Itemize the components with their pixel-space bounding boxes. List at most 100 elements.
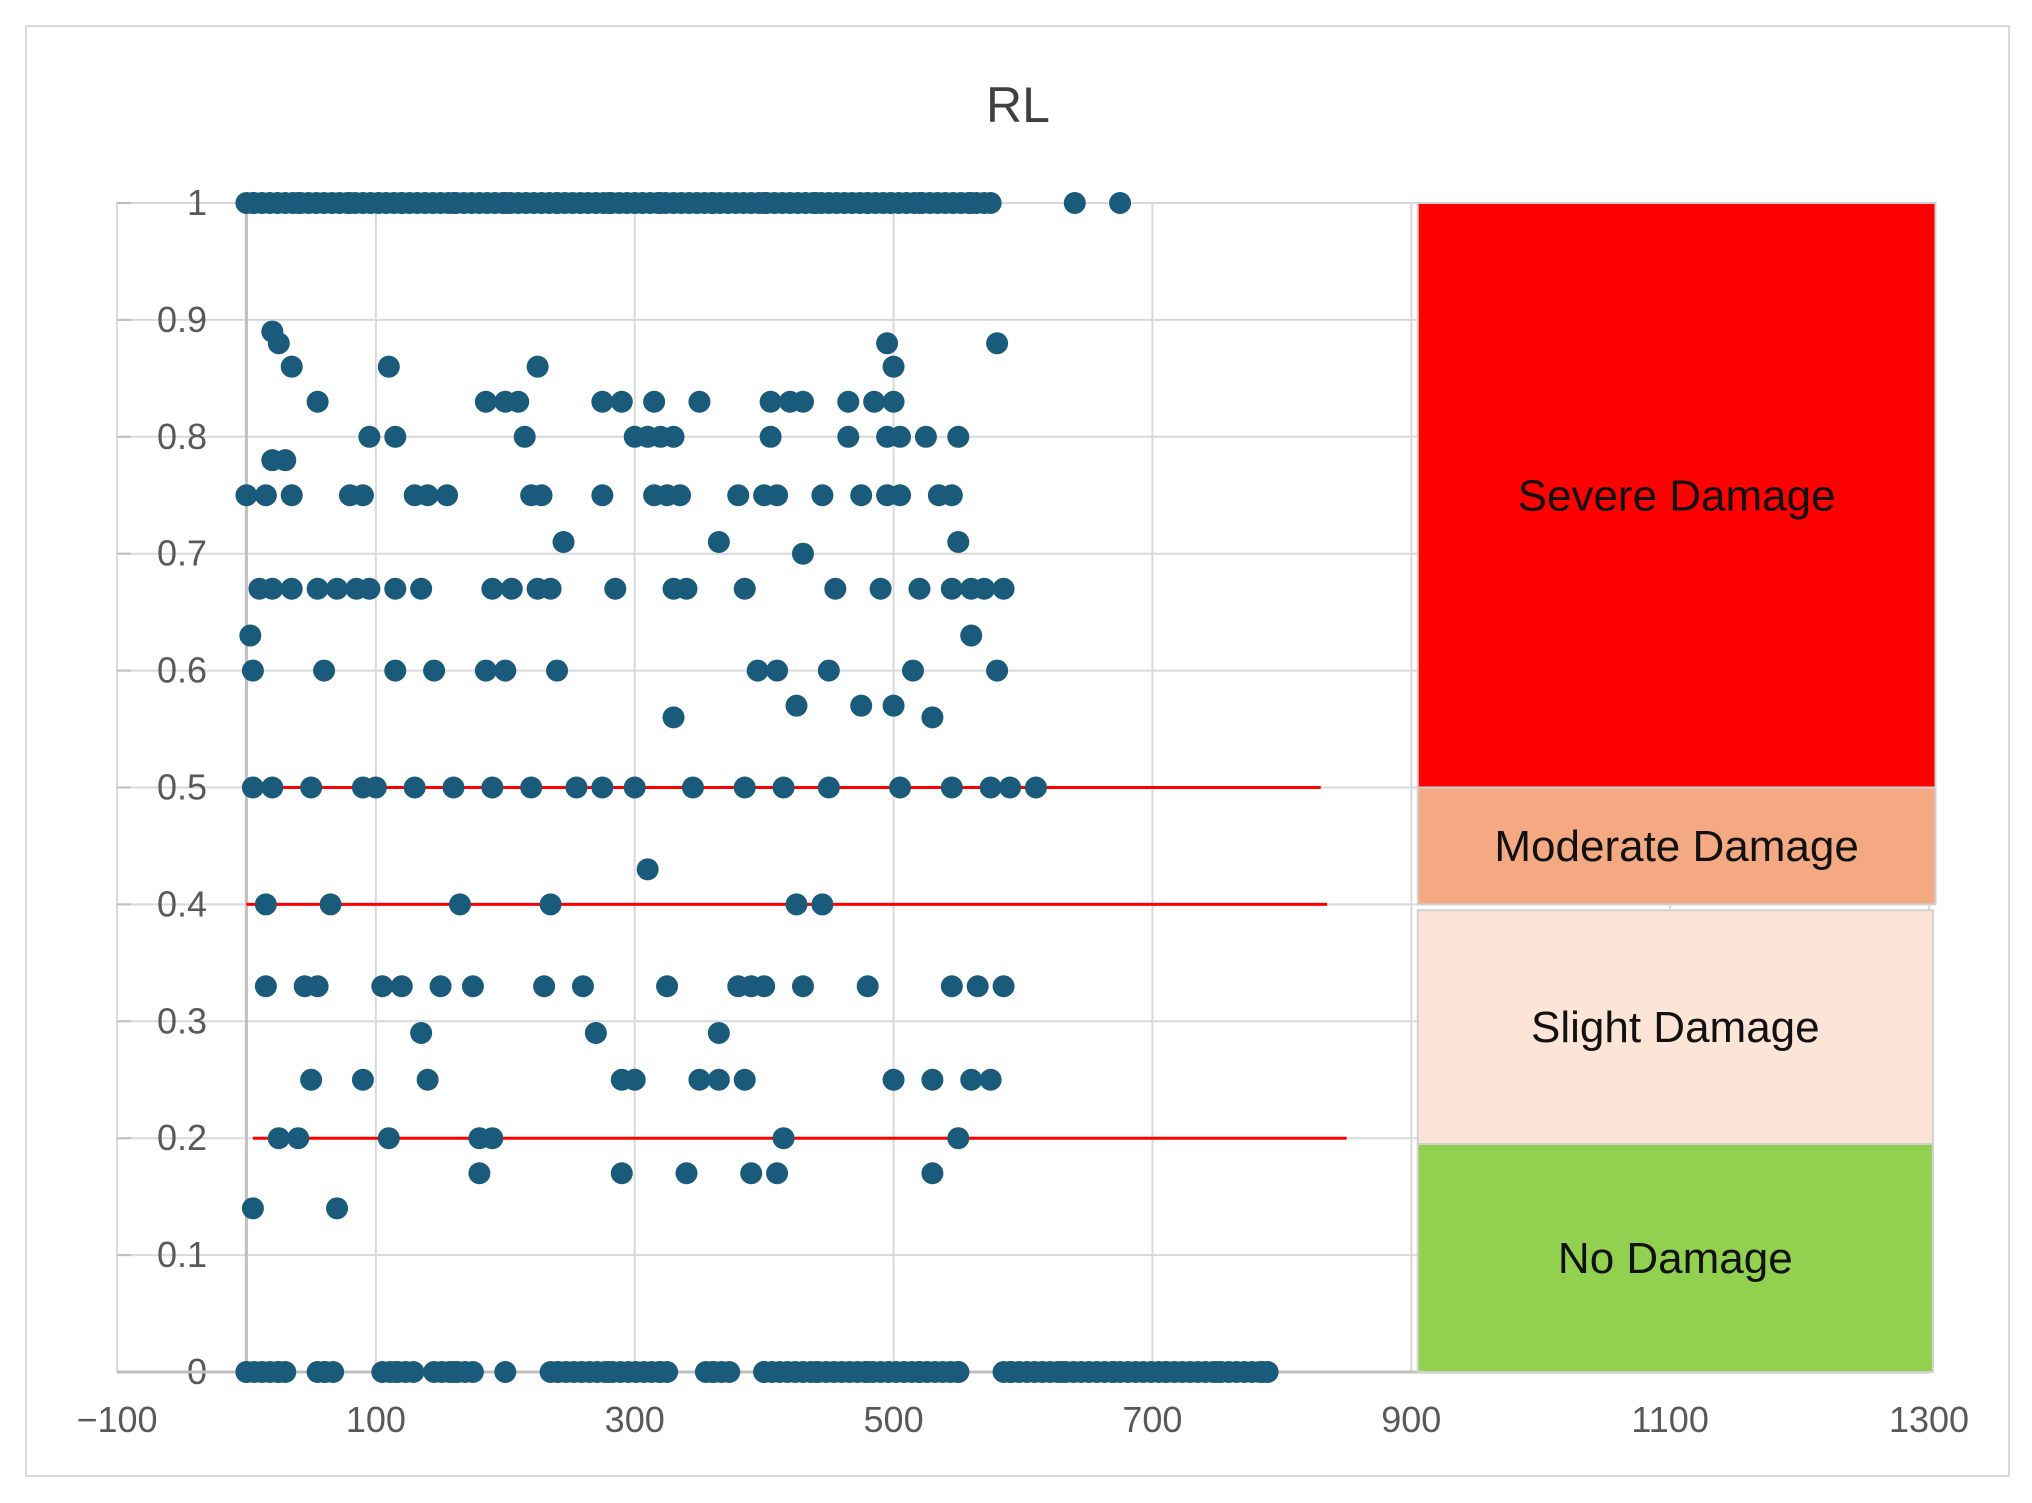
- x-tick-label: 100: [346, 1399, 406, 1440]
- data-point: [973, 577, 996, 600]
- data-point: [481, 776, 504, 799]
- data-point: [811, 893, 834, 916]
- data-point: [306, 975, 329, 998]
- data-point: [468, 1162, 491, 1185]
- data-point: [850, 694, 873, 717]
- x-tick-label: 1300: [1889, 1399, 1969, 1440]
- data-point: [623, 1068, 646, 1091]
- data-point: [733, 577, 756, 600]
- data-point: [947, 531, 970, 554]
- data-point: [662, 425, 685, 448]
- x-tick-label: 500: [864, 1399, 924, 1440]
- data-point: [591, 776, 614, 799]
- data-point: [947, 1361, 970, 1383]
- data-point: [772, 1127, 795, 1150]
- damage-zones: Severe Damage Moderate Damage Slight Damag…: [1416, 202, 1937, 1374]
- data-point: [759, 425, 782, 448]
- data-point: [707, 1068, 730, 1091]
- data-point: [688, 390, 711, 413]
- data-point: [850, 484, 873, 507]
- data-point: [591, 390, 614, 413]
- data-point: [274, 449, 297, 472]
- data-point: [876, 332, 899, 355]
- data-point: [999, 776, 1022, 799]
- slight-damage-zone: [1416, 909, 1934, 1146]
- data-point: [986, 659, 1009, 682]
- data-point: [623, 776, 646, 799]
- data-point: [662, 706, 685, 729]
- data-point: [727, 484, 750, 507]
- data-point: [377, 355, 400, 378]
- data-point: [1063, 192, 1086, 214]
- data-point: [863, 390, 886, 413]
- data-point: [371, 975, 394, 998]
- data-point: [740, 1162, 763, 1185]
- data-point: [280, 355, 303, 378]
- data-point: [869, 577, 892, 600]
- data-point: [280, 577, 303, 600]
- data-point: [436, 484, 459, 507]
- data-point: [636, 858, 659, 881]
- data-point: [313, 659, 336, 682]
- data-point: [759, 390, 782, 413]
- data-point: [358, 577, 381, 600]
- data-point: [811, 484, 834, 507]
- data-point: [261, 577, 284, 600]
- data-point: [364, 776, 387, 799]
- y-tick-label: 0.3: [157, 1000, 207, 1041]
- data-point: [960, 1068, 983, 1091]
- data-point: [494, 1361, 517, 1383]
- data-point: [908, 577, 931, 600]
- data-point: [552, 531, 575, 554]
- data-point: [746, 659, 769, 682]
- data-point: [322, 1361, 345, 1383]
- data-point: [921, 706, 944, 729]
- data-point: [921, 1162, 944, 1185]
- data-point: [940, 776, 963, 799]
- data-point: [947, 1127, 970, 1150]
- data-point: [791, 390, 814, 413]
- data-point: [785, 893, 808, 916]
- data-point: [675, 1162, 698, 1185]
- data-point: [410, 1021, 433, 1044]
- data-point: [326, 1197, 349, 1220]
- data-point: [280, 484, 303, 507]
- data-point: [610, 1162, 633, 1185]
- data-point: [351, 484, 374, 507]
- severe-damage-label: Severe Damage: [1518, 471, 1836, 520]
- y-tick-label: 0.9: [157, 299, 207, 340]
- data-point: [992, 577, 1015, 600]
- data-point: [520, 776, 543, 799]
- data-point: [384, 425, 407, 448]
- data-point: [753, 975, 776, 998]
- data-point: [688, 1068, 711, 1091]
- data-point: [772, 776, 795, 799]
- data-point: [675, 577, 698, 600]
- data-point: [707, 1021, 730, 1044]
- data-point: [571, 975, 594, 998]
- data-point: [656, 975, 679, 998]
- data-point: [718, 1361, 741, 1383]
- data-point: [416, 1068, 439, 1091]
- data-point: [817, 776, 840, 799]
- data-point: [882, 1068, 905, 1091]
- data-point: [319, 893, 342, 916]
- data-point: [358, 425, 381, 448]
- data-point: [940, 484, 963, 507]
- data-point: [1256, 1361, 1279, 1383]
- data-point: [384, 659, 407, 682]
- data-points: [235, 192, 1279, 1383]
- data-point: [241, 659, 264, 682]
- data-point: [461, 1361, 484, 1383]
- data-point: [461, 975, 484, 998]
- data-point: [241, 1197, 264, 1220]
- data-point: [403, 776, 426, 799]
- y-tick-label: 0.8: [157, 416, 207, 457]
- y-tick-label: 0.1: [157, 1234, 207, 1275]
- data-point: [669, 484, 692, 507]
- data-point: [656, 1361, 679, 1383]
- moderate-damage-label: Moderate Damage: [1494, 822, 1858, 871]
- data-point: [267, 1127, 290, 1150]
- data-point: [707, 531, 730, 554]
- data-point: [300, 776, 323, 799]
